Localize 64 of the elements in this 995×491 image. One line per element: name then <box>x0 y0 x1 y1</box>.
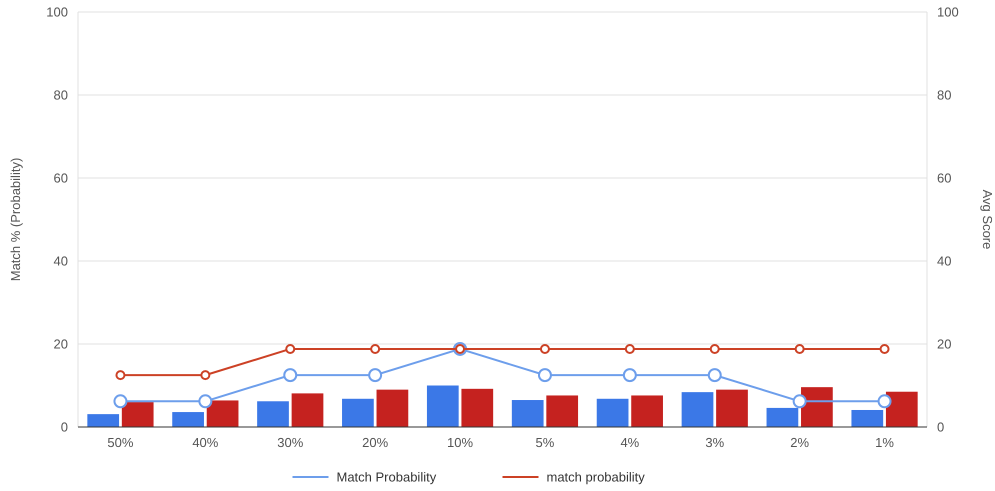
y-tick-label: 20 <box>54 336 68 352</box>
bar <box>886 392 918 427</box>
bar <box>682 392 714 427</box>
bar <box>851 410 884 427</box>
point <box>538 368 552 382</box>
point <box>113 394 128 408</box>
y2-tick-label: 40 <box>937 254 952 269</box>
y-tick-label: 0 <box>60 420 68 435</box>
bar <box>716 390 748 427</box>
bar <box>512 400 544 427</box>
point <box>368 368 382 382</box>
x-tick-label: 2% <box>790 435 810 450</box>
point <box>200 370 210 380</box>
x-tick-label: 4% <box>620 435 640 450</box>
y-tick-label: 60 <box>54 170 68 186</box>
bar <box>292 393 324 427</box>
point <box>115 370 126 380</box>
bar <box>596 398 628 427</box>
y2-axis-title: Avg Score <box>980 190 995 250</box>
point <box>794 344 805 354</box>
point <box>285 344 296 354</box>
y-tick-label: 40 <box>54 254 68 269</box>
bar <box>172 412 204 427</box>
point <box>622 368 637 382</box>
point <box>370 344 380 354</box>
bar <box>461 388 494 427</box>
point <box>624 344 635 354</box>
x-tick-label: 1% <box>875 435 894 450</box>
point <box>880 344 890 354</box>
point <box>710 344 720 354</box>
x-tick-label: 30% <box>277 435 304 450</box>
bar <box>87 414 120 427</box>
point <box>283 368 298 382</box>
point <box>792 394 807 408</box>
x-tick-label: 5% <box>536 435 555 450</box>
x-tick-label: 10% <box>447 435 474 450</box>
bar <box>801 387 833 427</box>
y-axis-title: Match % (Probability) <box>8 158 23 282</box>
x-tick-label: 20% <box>362 435 389 450</box>
y-tick-label: 100 <box>46 4 68 20</box>
y2-tick-label: 0 <box>937 420 944 435</box>
bar <box>766 408 798 427</box>
x-tick-label: 50% <box>107 435 134 450</box>
point <box>878 394 892 408</box>
legend-label: Match Probability <box>336 470 437 485</box>
y-tick-label: 80 <box>54 88 68 103</box>
point <box>540 344 550 354</box>
bar <box>546 395 578 427</box>
legend-label: match probability <box>546 470 646 485</box>
y2-tick-label: 100 <box>937 4 959 20</box>
y2-tick-label: 80 <box>937 88 952 103</box>
bar <box>342 398 374 427</box>
bar <box>631 395 663 427</box>
point <box>708 368 722 382</box>
bar <box>376 390 408 427</box>
y2-tick-label: 60 <box>937 170 952 186</box>
x-tick-label: 3% <box>705 435 725 450</box>
bar <box>426 386 459 427</box>
point <box>198 394 212 408</box>
bar <box>257 401 289 427</box>
bar <box>122 402 154 427</box>
bar <box>206 400 238 427</box>
y2-tick-label: 20 <box>937 336 952 352</box>
x-tick-label: 40% <box>192 435 219 450</box>
